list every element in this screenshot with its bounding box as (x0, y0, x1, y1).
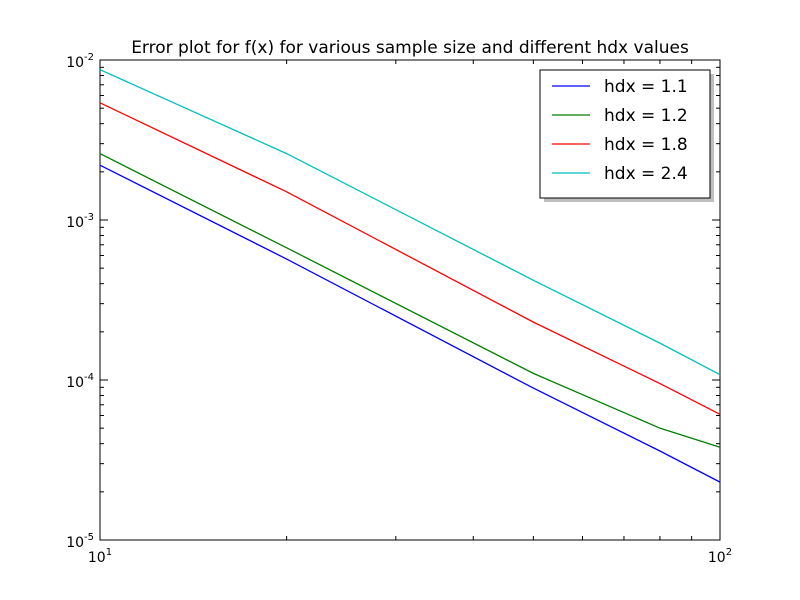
y-tick-label-base: 10 (66, 535, 84, 551)
series-line-3 (99, 102, 721, 415)
y-tick-label-exponent: -3 (84, 212, 94, 223)
x-tick-label-base: 10 (708, 550, 726, 566)
y-tick-label: 10-3 (66, 212, 94, 231)
plot-frame (99, 59, 721, 541)
plot-area (99, 59, 721, 541)
x-tick-label: 102 (708, 547, 732, 566)
series-line-1 (99, 164, 721, 483)
series-lines (99, 69, 721, 483)
legend-label-2: hdx = 1.2 (604, 106, 688, 126)
series-line-2 (99, 153, 721, 448)
legend-label-4: hdx = 2.4 (604, 164, 688, 184)
y-tick-label: 10-4 (66, 372, 94, 391)
x-tick-label-base: 10 (88, 550, 106, 566)
x-tick-label: 101 (88, 547, 112, 566)
y-tick-label-base: 10 (66, 215, 84, 231)
axis-ticks (99, 59, 721, 541)
legend-box (539, 69, 711, 199)
y-tick-label: 10-5 (66, 532, 94, 551)
y-tick-label-exponent: -2 (84, 52, 94, 63)
series-line-4 (99, 69, 721, 376)
legend-label-1: hdx = 1.1 (604, 77, 688, 97)
y-tick-label-base: 10 (66, 55, 84, 71)
y-tick-label-base: 10 (66, 375, 84, 391)
legend-label-3: hdx = 1.8 (604, 135, 688, 155)
legend: hdx = 1.1 hdx = 1.2 hdx = 1.8 hdx = 2.4 (539, 69, 714, 202)
x-tick-label-exponent: 2 (726, 547, 732, 558)
y-tick-label-exponent: -4 (84, 372, 94, 383)
y-tick-label-exponent: -5 (84, 532, 94, 543)
y-tick-label: 10-2 (66, 52, 94, 71)
chart-title: Error plot for f(x) for various sample s… (131, 38, 689, 58)
x-tick-label-exponent: 1 (106, 547, 112, 558)
